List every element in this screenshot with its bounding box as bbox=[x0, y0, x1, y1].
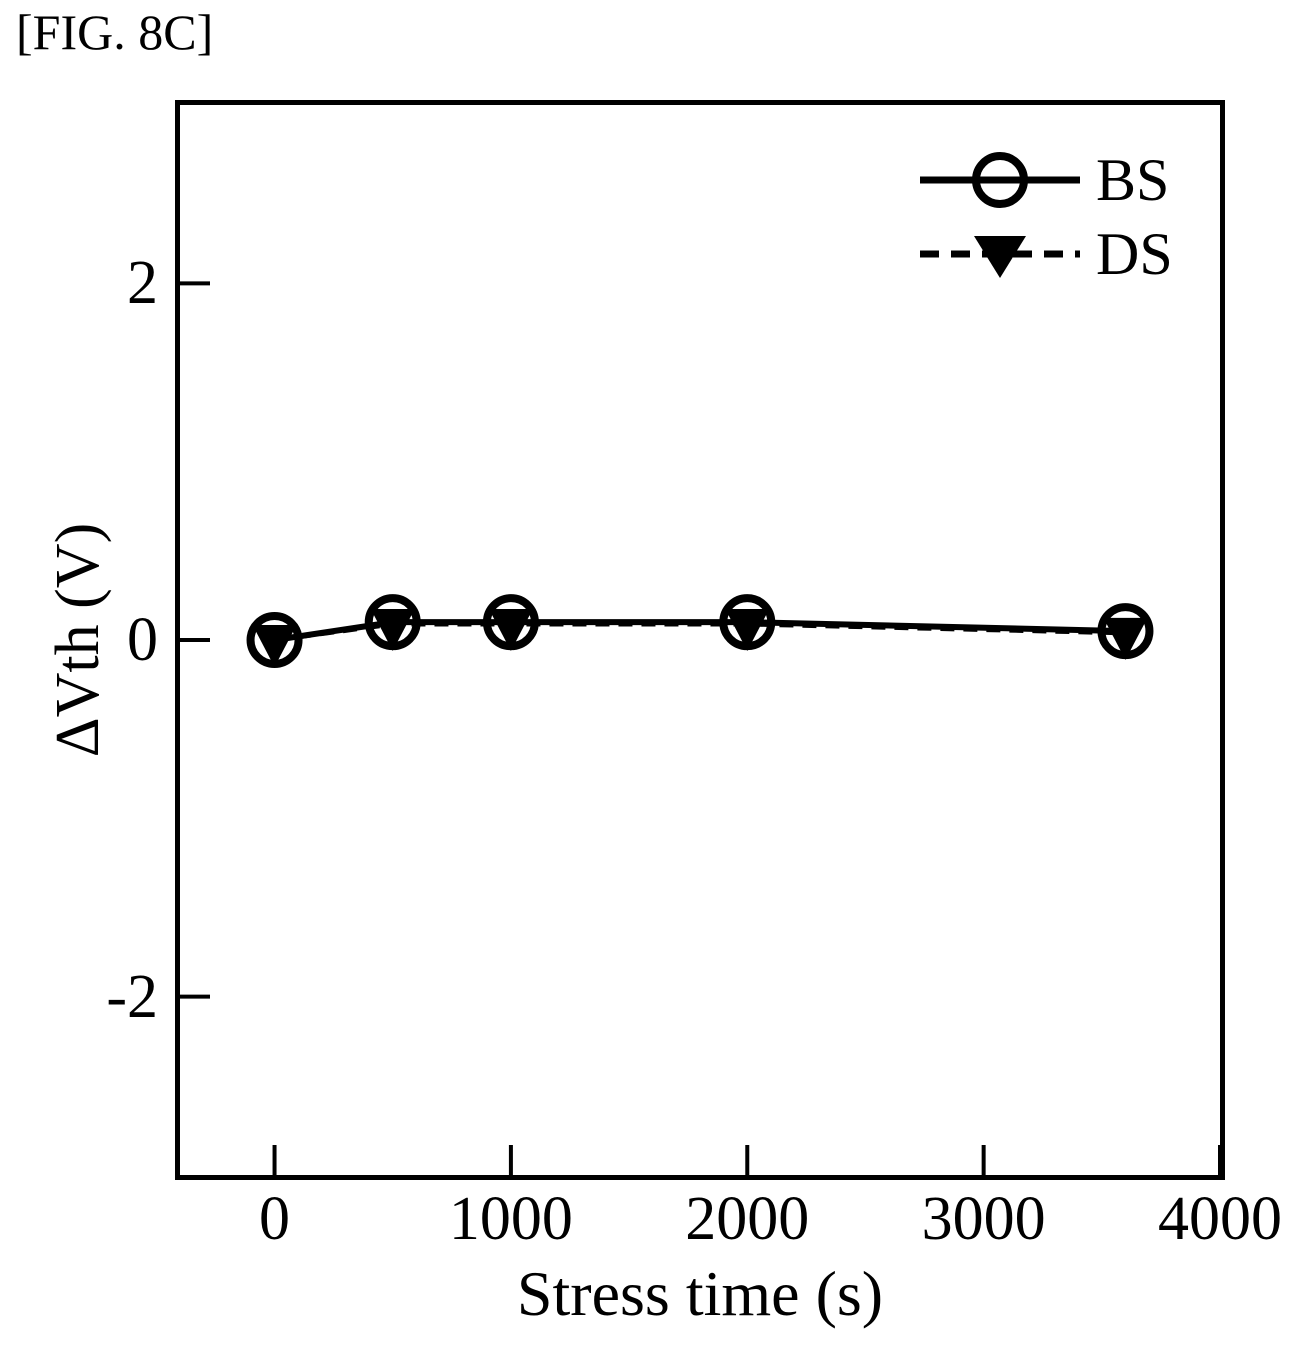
x-tick-label: 4000 bbox=[1158, 1185, 1282, 1253]
bs-marker bbox=[364, 594, 421, 651]
ds-marker bbox=[252, 625, 297, 667]
y-tick-label: -2 bbox=[106, 962, 158, 1031]
legend-item-ds: DS bbox=[920, 217, 1173, 291]
x-tick-label: 2000 bbox=[685, 1185, 810, 1253]
bs-marker bbox=[246, 612, 303, 668]
ds-marker bbox=[1103, 617, 1148, 660]
ds-marker bbox=[370, 608, 415, 651]
bs-marker bbox=[1097, 603, 1154, 660]
plot-canvas bbox=[180, 281, 1220, 1175]
bs-legend-marker bbox=[972, 152, 1028, 208]
x-tick-label: 3000 bbox=[921, 1185, 1046, 1253]
figure-label: [FIG. 8C] bbox=[16, 4, 214, 60]
x-axis-title: Stress time (s) bbox=[516, 1258, 884, 1329]
ds-marker bbox=[488, 608, 533, 651]
legend-item-bs: BS bbox=[920, 143, 1173, 217]
plot-area: BS DS bbox=[175, 100, 1225, 1180]
legend: BS DS bbox=[920, 143, 1173, 291]
legend-label-bs: BS bbox=[1096, 147, 1170, 213]
ds-legend-marker bbox=[974, 236, 1026, 278]
legend-label-ds: DS bbox=[1096, 221, 1173, 287]
bs-open-circle-icon bbox=[920, 152, 1080, 208]
x-tick-label: 1000 bbox=[448, 1185, 573, 1253]
bs-marker bbox=[482, 594, 539, 651]
ds-filled-triangle-icon bbox=[920, 236, 1080, 278]
x-tick-label: 0 bbox=[259, 1185, 291, 1253]
y-tick-label: 0 bbox=[127, 606, 158, 674]
ds-marker bbox=[725, 608, 770, 651]
bs-marker bbox=[719, 594, 776, 651]
y-tick-label: 2 bbox=[127, 249, 158, 318]
